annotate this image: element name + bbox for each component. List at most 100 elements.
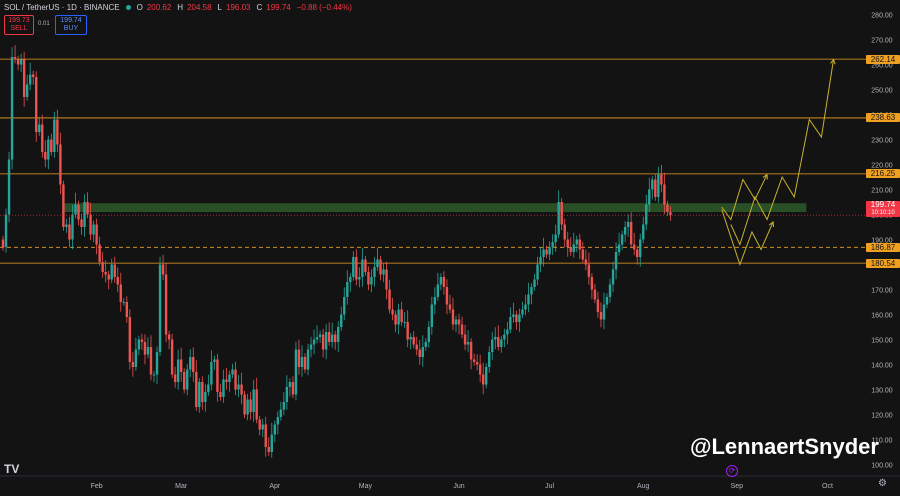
candle-body	[575, 239, 578, 245]
open-value: 200.62	[146, 3, 172, 12]
candle-body	[361, 259, 364, 277]
candle-body	[506, 329, 509, 335]
candle-body	[620, 234, 624, 245]
candle-body	[261, 424, 264, 430]
candle-body	[92, 224, 95, 235]
candle-body	[228, 374, 231, 382]
candle-body	[222, 379, 225, 397]
candle-body	[500, 339, 503, 347]
candle-body	[370, 277, 373, 285]
candle-body	[309, 344, 313, 350]
candle-body	[59, 144, 62, 185]
candle-body	[521, 309, 524, 315]
candle-body	[445, 287, 449, 305]
candle-body	[243, 394, 246, 415]
candle-body	[394, 314, 397, 325]
candle-body	[179, 359, 183, 372]
tradingview-logo: TV	[4, 462, 20, 476]
candle-body	[167, 334, 171, 340]
candle-body	[636, 249, 639, 257]
candle-body	[551, 242, 554, 247]
candle-body	[599, 312, 603, 320]
candle-body	[352, 257, 355, 277]
candle-body	[149, 347, 153, 375]
y-tick-label: 100.00	[871, 463, 893, 470]
close-value: 199.74	[266, 3, 291, 12]
support-zone	[63, 203, 807, 212]
candle-body	[312, 339, 316, 345]
candle-body	[497, 337, 500, 347]
current-price-label: 199.74 10:10:10	[866, 200, 900, 217]
candle-body	[536, 264, 539, 280]
candle-body	[101, 262, 104, 272]
candle-body	[358, 277, 361, 280]
candle-body	[509, 317, 512, 330]
sell-price: 199.73	[8, 17, 30, 24]
candle-body	[542, 249, 545, 257]
candle-body	[32, 74, 35, 77]
candle-body	[478, 364, 482, 375]
symbol-title[interactable]: SOL / TetherUS · 1D · BINANCE	[4, 3, 120, 12]
buy-button[interactable]: 199.74 BUY	[55, 15, 87, 35]
candle-body	[161, 264, 165, 275]
candle-body	[264, 424, 267, 447]
candle-body	[95, 224, 98, 245]
candle-body	[485, 367, 488, 385]
candle-body	[412, 337, 415, 345]
refresh-icon[interactable]: ⟳	[726, 465, 738, 477]
price-label-238: 238.63	[866, 113, 900, 123]
candle-body	[442, 277, 446, 287]
candle-body	[1, 239, 5, 247]
y-tick-label: 250.00	[871, 88, 893, 95]
low-value: 196.03	[226, 3, 251, 12]
candle-body	[107, 274, 110, 280]
candle-body	[605, 297, 609, 305]
candle-body	[596, 299, 600, 312]
sell-button[interactable]: 199.73 SELL	[4, 15, 34, 35]
high-value: 204.58	[187, 3, 212, 12]
candle-body	[234, 369, 237, 390]
candle-body	[463, 334, 467, 345]
candle-body	[608, 284, 612, 297]
candle-body	[170, 339, 174, 375]
candle-body	[626, 222, 630, 227]
gear-icon[interactable]: ⚙	[878, 478, 887, 489]
y-tick-label: 130.00	[871, 388, 893, 395]
candle-body	[122, 302, 125, 303]
candle-body	[225, 379, 228, 382]
candle-body	[563, 224, 566, 240]
y-tick-label: 210.00	[871, 188, 893, 195]
x-tick-label: Apr	[269, 483, 281, 490]
candle-body	[164, 274, 168, 335]
candle-body	[176, 359, 180, 382]
projection-arrowhead	[768, 221, 775, 228]
candle-body	[158, 264, 162, 352]
candle-body	[669, 212, 672, 216]
price-label-216: 216.25	[866, 169, 900, 179]
candle-body	[255, 389, 258, 420]
candle-body	[518, 314, 521, 322]
candle-body	[530, 287, 533, 295]
candle-body	[343, 297, 346, 315]
y-tick-label: 230.00	[871, 138, 893, 145]
candle-body	[415, 344, 418, 350]
candle-body	[460, 324, 464, 335]
candle-body	[400, 309, 403, 322]
candle-body	[113, 264, 116, 277]
candle-body	[7, 159, 11, 215]
candle-body	[16, 59, 20, 65]
candle-body	[210, 362, 213, 385]
candle-body	[376, 259, 379, 267]
spread-value: 0.01	[38, 21, 50, 27]
candle-body	[321, 334, 325, 350]
candle-body	[291, 382, 295, 395]
candle-body	[491, 339, 494, 352]
candle-body	[475, 362, 479, 365]
candle-body	[581, 249, 585, 260]
candle-body	[152, 374, 156, 376]
candle-body	[80, 219, 83, 227]
candle-body	[204, 392, 207, 402]
y-tick-label: 110.00	[872, 438, 893, 445]
x-tick-label: Aug	[637, 483, 650, 490]
